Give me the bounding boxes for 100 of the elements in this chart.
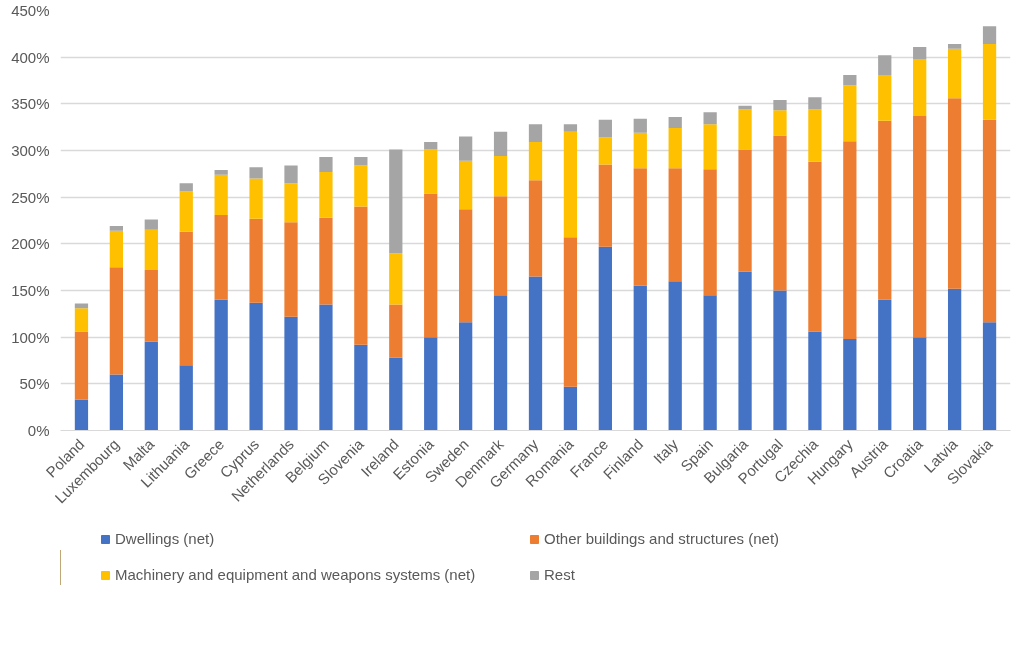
bar [493,131,508,157]
bar [563,131,578,238]
bar [389,304,403,358]
bar [284,222,298,317]
bar [74,399,89,431]
bar [913,59,927,116]
bar [354,206,368,345]
bar [878,120,892,300]
bar [738,149,752,272]
bar [144,229,158,270]
bar [144,341,158,431]
y-tick-label: 400% [11,48,50,66]
bar [947,44,962,49]
bar [109,230,124,268]
bar [563,124,578,132]
bar [843,339,857,431]
bar [284,316,298,431]
bar [493,156,508,197]
bar [703,295,717,431]
bar [319,217,333,305]
bar [913,337,927,431]
bar [808,109,822,162]
bar [144,219,158,230]
bar [563,386,578,431]
bar [179,365,193,431]
bar [738,109,752,150]
bar [598,119,612,138]
bar [459,209,473,323]
bar [179,183,193,192]
bar [144,269,158,342]
bar [528,276,543,431]
y-tick-label: 0% [27,422,50,439]
bar [74,308,89,332]
legend-label: Machinery and equipment and weapons systems (net) [115,566,477,583]
bar [598,246,612,431]
y-tick-label: 250% [11,188,50,206]
bar [947,98,962,289]
bar [493,295,508,431]
bar [284,165,298,184]
bar [773,100,787,111]
bar [878,299,892,431]
bar [878,74,892,121]
bar [808,97,822,110]
bar [773,135,787,291]
y-tick-label: 350% [11,95,50,113]
bar [109,226,124,231]
bar [389,357,403,431]
bar [668,281,682,431]
bar [354,344,368,431]
bar [633,168,647,286]
bar [843,141,857,340]
bar [878,55,892,75]
y-tick-label: 150% [11,282,50,299]
bar [74,331,89,400]
x-tick-label: Italy [649,435,682,467]
y-tick-label: 300% [11,142,50,159]
bar [773,110,787,136]
bar [354,165,368,207]
bar [389,149,403,254]
bar [249,302,263,431]
bar [668,128,682,169]
bar [459,160,473,210]
bar [738,271,752,431]
bar [214,214,228,300]
bar [528,142,543,181]
bar [109,374,124,431]
bar [703,112,717,125]
bar [493,196,508,296]
bar [982,44,997,120]
y-tick-label: 450% [11,2,50,19]
bar [528,124,543,143]
bar [179,231,193,366]
bar [319,171,333,218]
legend-label: Other buildings and structures (net) [544,530,781,547]
bar [424,193,438,338]
bar [249,218,263,303]
legend-label: Dwellings (net) [115,530,216,547]
bar [319,157,333,172]
bar [354,157,368,166]
bar [249,178,263,219]
bar [424,337,438,431]
bar [459,136,473,161]
bar [843,85,857,142]
bar [214,174,228,215]
bar [214,170,228,175]
bar [214,299,228,431]
bar [703,169,717,296]
bar [808,161,822,332]
bar [179,191,193,232]
bar [808,331,822,431]
bar [668,168,682,282]
bar [563,237,578,387]
bar [913,46,927,60]
bar [947,48,962,99]
legend-label: Rest [544,566,576,583]
bar [598,137,612,165]
bar [633,285,647,431]
bar [843,74,857,86]
bar [913,115,927,338]
bar [528,180,543,277]
